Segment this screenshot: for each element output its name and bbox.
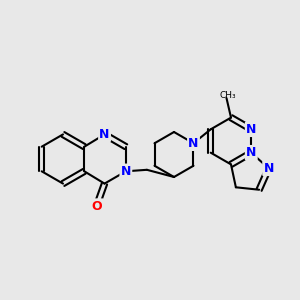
Text: N: N	[263, 162, 274, 175]
Text: O: O	[92, 200, 102, 213]
Text: N: N	[188, 137, 199, 150]
Text: N: N	[246, 123, 256, 136]
Text: CH₃: CH₃	[220, 91, 236, 100]
Text: N: N	[99, 128, 110, 141]
Text: N: N	[246, 146, 256, 159]
Text: N: N	[121, 165, 131, 178]
